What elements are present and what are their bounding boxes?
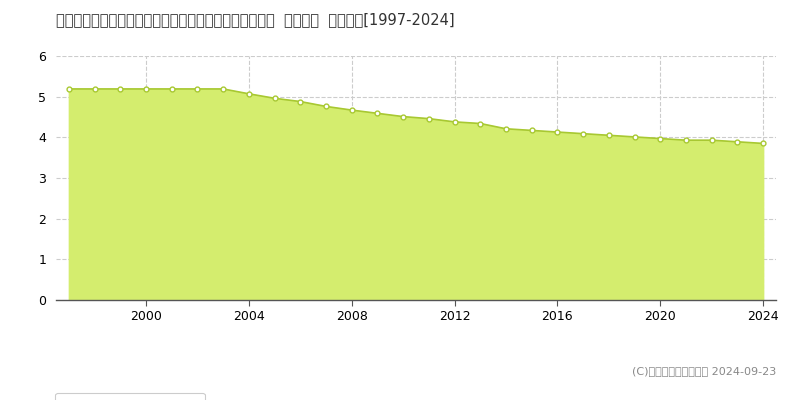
Text: 宮崎県児湯郡都農町大字川北字都農中町４９０９番１内  基準地価  地価推移[1997-2024]: 宮崎県児湯郡都農町大字川北字都農中町４９０９番１内 基準地価 地価推移[1997… [56,12,454,27]
Legend: 基準地価  平均坪単価(万円/坪): 基準地価 平均坪単価(万円/坪) [55,393,205,400]
Text: (C)土地価格ドットコム 2024-09-23: (C)土地価格ドットコム 2024-09-23 [632,366,776,376]
